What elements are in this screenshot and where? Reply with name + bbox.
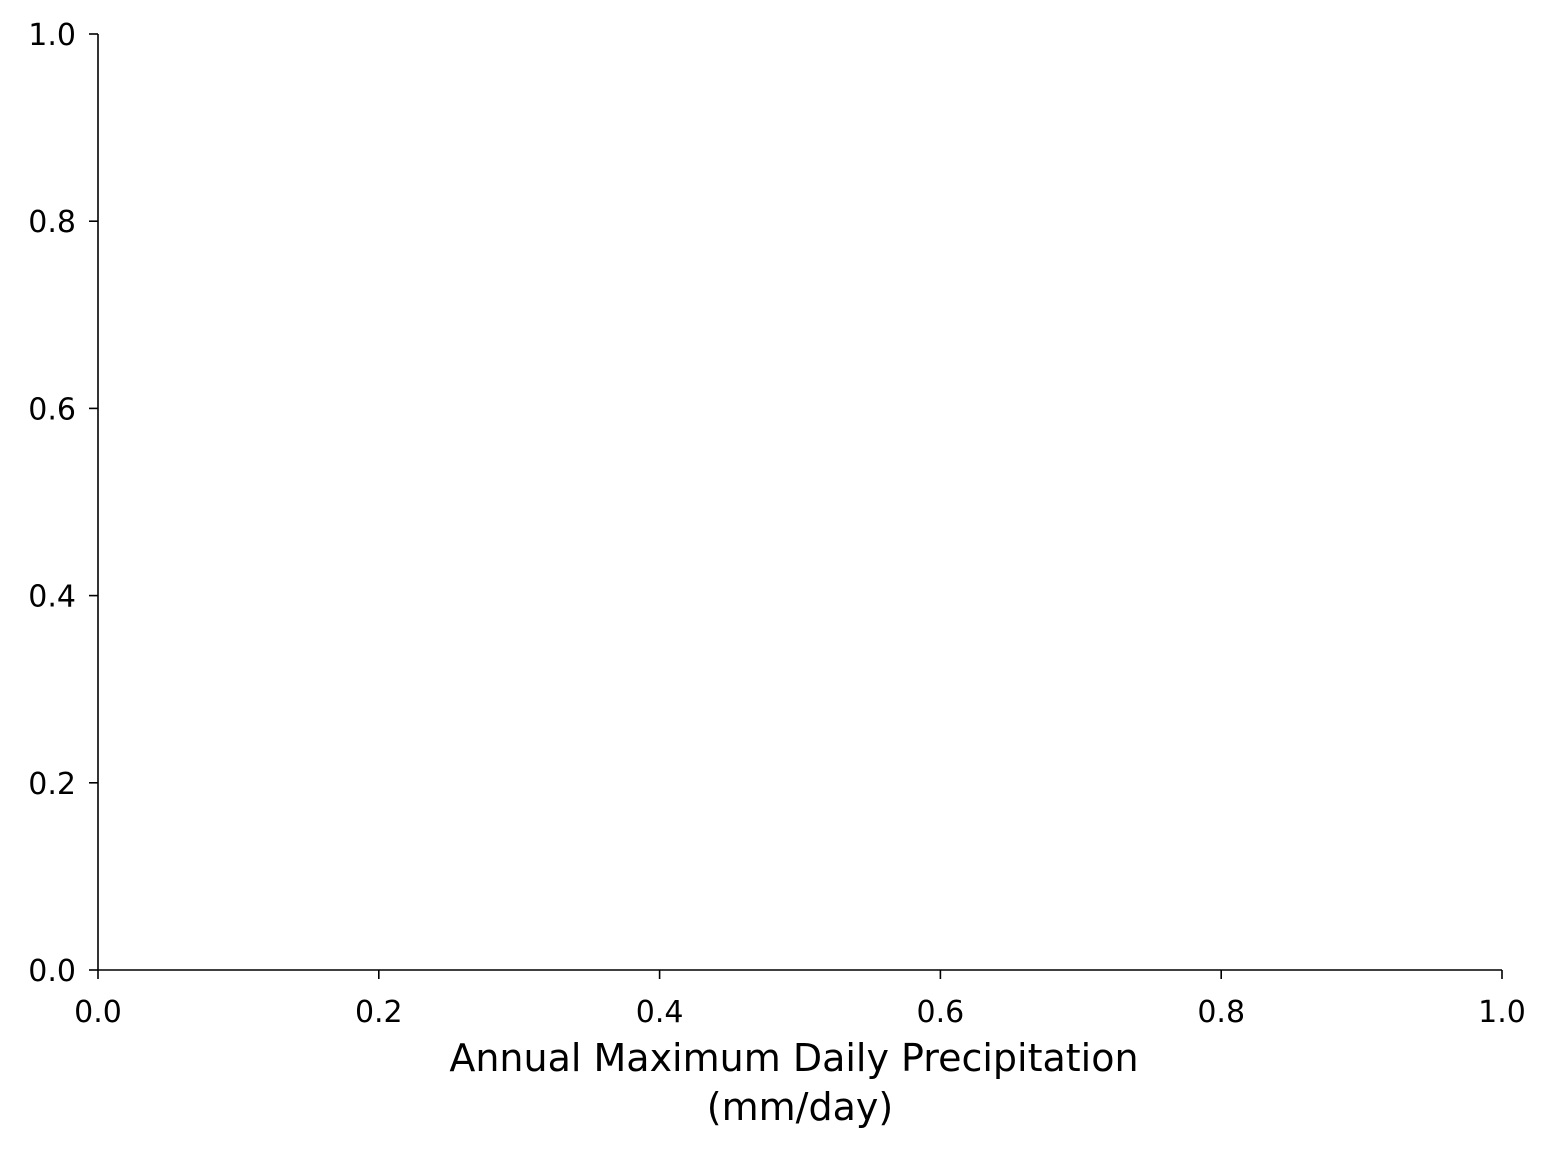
x-axis-title-unit: (mm/day) [707,1085,893,1129]
x-tick-label: 0.0 [74,995,122,1030]
x-tick-label: 0.8 [1197,995,1245,1030]
y-axis-ticks: 0.0 0.2 0.4 0.6 0.8 1.0 [28,18,98,989]
x-tick-label: 1.0 [1478,995,1526,1030]
y-tick-label: 0.6 [28,392,76,427]
x-axis-title-text: Annual Maximum Daily Precipitation [449,1036,1138,1080]
y-tick-label: 0.8 [28,205,76,240]
x-tick-label: 0.6 [917,995,965,1030]
x-axis-ticks: 0.0 0.2 0.4 0.6 0.8 1.0 [74,970,1526,1030]
x-axis-title: Annual Maximum Daily Precipitation (mm/d… [449,1036,1150,1129]
plot-area: 0.0 0.2 0.4 0.6 0.8 1.0 0.0 0.2 0.4 0.6 0.8 1.0 [28,18,1526,1030]
y-tick-label: 0.0 [28,954,76,989]
y-tick-label: 0.2 [28,767,76,802]
y-tick-label: 0.4 [28,580,76,615]
x-tick-label: 0.4 [636,995,684,1030]
y-tick-label: 1.0 [28,18,76,53]
x-tick-label: 0.2 [355,995,403,1030]
